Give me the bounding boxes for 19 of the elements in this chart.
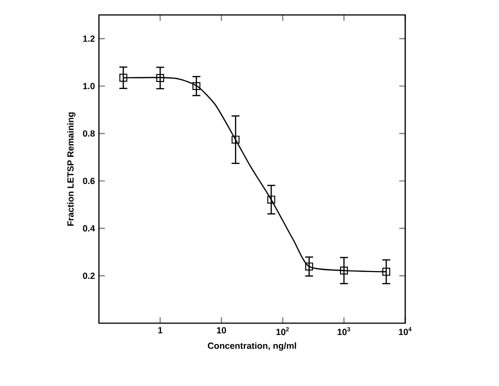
y-tick-label: 0.4 bbox=[82, 225, 95, 232]
y-axis-title: Fraction LETSP Remaining bbox=[67, 112, 76, 226]
x-tick-label: 10$^{3}$ bbox=[338, 327, 350, 336]
x-tick-label: 10$^{4}$ bbox=[398, 327, 412, 336]
x-tick-label: 10 bbox=[217, 327, 226, 334]
y-tick-label: 0.8 bbox=[82, 130, 95, 137]
point bbox=[232, 136, 240, 144]
point bbox=[305, 262, 314, 271]
point bbox=[267, 196, 276, 204]
y-tick-label: 1.2 bbox=[83, 36, 95, 42]
x-tick-label: 1 bbox=[158, 327, 162, 334]
point bbox=[192, 82, 200, 90]
x-axis-title: Concentration, ng/ml bbox=[208, 342, 296, 351]
point bbox=[119, 74, 128, 82]
y-tick-label: 1.0 bbox=[83, 82, 95, 90]
x-tick-label: 10$^{2}$ bbox=[276, 327, 289, 336]
y-tick-label: 0.2 bbox=[82, 272, 95, 279]
y-tick-label: 0.6 bbox=[82, 178, 95, 184]
point bbox=[156, 74, 164, 82]
